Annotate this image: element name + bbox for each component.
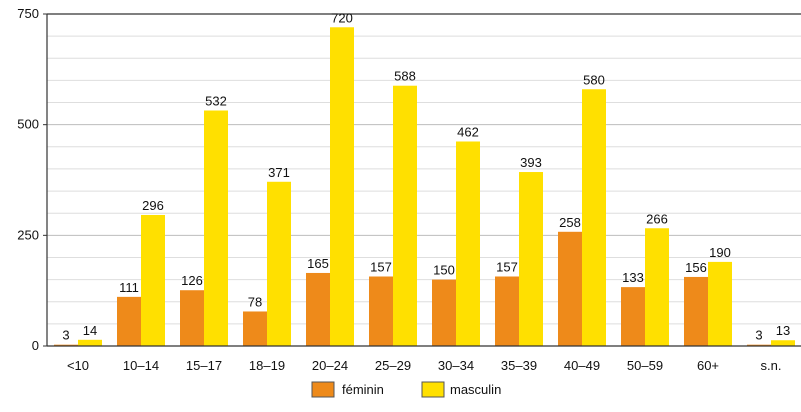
data-label: 296 [142, 198, 164, 213]
bar-feminin [180, 290, 204, 346]
bar-masculin [708, 261, 732, 346]
data-label: 3 [755, 328, 762, 343]
x-tick-label: s.n. [761, 358, 782, 373]
legend: féminin masculin [311, 381, 501, 398]
bar-feminin [747, 344, 771, 346]
bar-masculin [519, 172, 543, 346]
x-tick-label: <10 [67, 358, 89, 373]
data-label: 157 [496, 260, 518, 275]
legend-swatch-feminin [311, 381, 335, 398]
data-label: 78 [248, 294, 262, 309]
grid [47, 13, 801, 325]
bar-feminin [495, 276, 519, 346]
x-tick-label: 35–39 [501, 358, 537, 373]
bar-masculin [645, 228, 669, 346]
bar-feminin [558, 231, 582, 346]
data-label: 190 [709, 245, 731, 260]
y-tick-label: 0 [32, 338, 39, 353]
bar-masculin [141, 214, 165, 346]
x-tick-label: 18–19 [249, 358, 285, 373]
axes: 0 250 500 750 [17, 6, 801, 353]
data-label: 14 [83, 323, 97, 338]
x-tick-label: 10–14 [123, 358, 159, 373]
bar-feminin [54, 344, 78, 346]
data-label: 13 [776, 323, 790, 338]
bar-masculin [582, 89, 606, 347]
data-label: 126 [181, 273, 203, 288]
data-label: 165 [307, 256, 329, 271]
x-tick-label: 25–29 [375, 358, 411, 373]
data-label: 157 [370, 260, 392, 275]
bar-masculin [267, 181, 291, 346]
x-tick-label: 20–24 [312, 358, 348, 373]
x-tick-label: 60+ [697, 358, 719, 373]
x-tick-label: 40–49 [564, 358, 600, 373]
data-label: 588 [394, 69, 416, 84]
data-label: 266 [646, 211, 668, 226]
x-tick-label: 30–34 [438, 358, 474, 373]
x-tick-label: 50–59 [627, 358, 663, 373]
bar-feminin [306, 272, 330, 346]
data-label: 462 [457, 124, 479, 139]
legend-label-feminin: féminin [342, 382, 384, 397]
data-label: 720 [331, 10, 353, 25]
x-tick-label: 15–17 [186, 358, 222, 373]
bar-masculin [393, 85, 417, 346]
data-label: 111 [119, 280, 139, 295]
bar-feminin [243, 311, 267, 346]
data-label: 580 [583, 72, 605, 87]
y-tick-label: 750 [17, 6, 39, 21]
bar-feminin [369, 276, 393, 346]
data-label: 532 [205, 94, 227, 109]
y-tick-label: 500 [17, 117, 39, 132]
bar-masculin [204, 110, 228, 346]
data-label: 258 [559, 215, 581, 230]
legend-label-masculin: masculin [450, 382, 501, 397]
data-label: 393 [520, 155, 542, 170]
bar-feminin [621, 287, 645, 346]
bar-masculin [78, 339, 102, 346]
data-label: 133 [622, 270, 644, 285]
bar-feminin [117, 296, 141, 346]
bars [54, 27, 795, 347]
data-label: 156 [685, 260, 707, 275]
bar-masculin [771, 340, 795, 346]
bar-masculin [330, 27, 354, 347]
data-label: 150 [433, 263, 455, 278]
y-tick-label: 250 [17, 227, 39, 242]
bar-masculin [456, 141, 480, 346]
legend-swatch-masculin [421, 381, 445, 398]
bar-feminin [684, 276, 708, 346]
bar-feminin [432, 279, 456, 346]
data-label: 371 [268, 165, 290, 180]
data-label: 3 [62, 328, 69, 343]
labels: 3 14 <10 111 296 10–14 126 532 15–17 78 371 18–19 16… [62, 10, 790, 373]
